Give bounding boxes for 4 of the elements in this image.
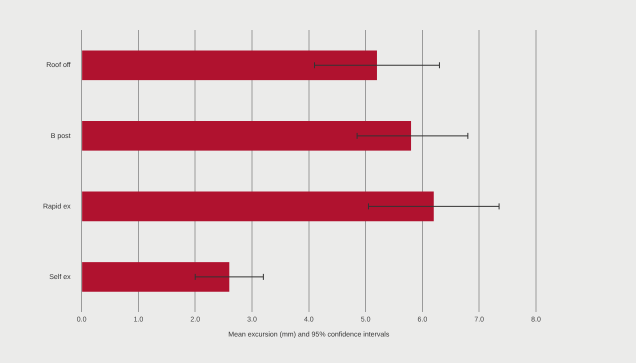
bar [82,121,412,151]
bar [82,50,377,80]
bar [82,262,230,292]
bar [82,192,434,222]
